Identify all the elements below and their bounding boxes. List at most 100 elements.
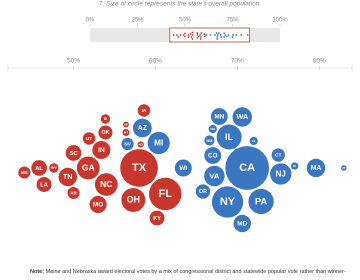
inset-dot [215, 32, 218, 34]
inset-dot [240, 34, 243, 36]
inset-dot [191, 38, 194, 40]
bubble [122, 129, 130, 136]
bubble-label: IN [98, 147, 105, 154]
bubble-label: ND [139, 143, 144, 147]
bubble [204, 147, 222, 164]
bubble-label: NM [207, 139, 213, 143]
bubble-label: OH [127, 195, 140, 205]
bubble-label: AR [70, 191, 77, 196]
bubble [149, 177, 182, 211]
x-tick-label: 50% [67, 58, 80, 65]
inset-dot [177, 36, 180, 38]
bubble-label: IA [142, 108, 147, 113]
inset-dot [179, 34, 182, 36]
inset-dot [184, 32, 186, 35]
inset-dot [227, 34, 230, 36]
bubble [137, 141, 144, 148]
inset-dot [196, 34, 199, 36]
inset-dot [190, 36, 193, 38]
bubble [249, 136, 258, 146]
inset-dot [209, 34, 212, 36]
inset-dot [191, 31, 194, 34]
inset-dot [216, 34, 219, 36]
bubble-label: MA [311, 165, 322, 172]
bubble [306, 158, 326, 178]
bubble [216, 124, 242, 150]
note-label: Note: [30, 269, 44, 275]
bubble-label: OK [102, 130, 110, 136]
bubble-label: AZ [138, 125, 148, 132]
bubble [233, 214, 251, 233]
inset-dot [235, 34, 238, 36]
bubble [65, 145, 82, 161]
inset-dot [232, 34, 234, 36]
inset-dot [187, 34, 190, 36]
bubble-label: VA [209, 171, 220, 180]
bubble-label: OR [199, 189, 207, 195]
inset-dot [231, 36, 234, 38]
bubble-label: WI [179, 165, 187, 172]
inset-dot [196, 37, 199, 39]
bubble-label: MT [124, 131, 128, 135]
inset-dot [200, 36, 202, 38]
bubble [210, 108, 228, 125]
bubble [137, 104, 151, 117]
bubble-label: MO [93, 202, 103, 209]
inset-tick-label: 0% [86, 18, 95, 24]
bubble-label: NJ [276, 169, 286, 178]
bubble [121, 137, 134, 151]
bubble [132, 118, 152, 138]
inset-dot [199, 38, 202, 40]
bubble [121, 188, 146, 212]
inset-dot [191, 34, 194, 36]
bubble [18, 166, 31, 179]
bubble-label: SC [69, 151, 78, 157]
bubble [82, 132, 96, 145]
bubble [341, 165, 347, 171]
bubble [149, 210, 165, 226]
inset-dot [217, 32, 220, 34]
bubble-label: FL [159, 188, 173, 200]
bubble-label: LA [40, 182, 47, 188]
inset-dot [219, 34, 222, 36]
inset-dot [196, 32, 199, 34]
inset-dot [216, 38, 219, 40]
bubble [58, 167, 78, 187]
inset-dot [224, 34, 227, 36]
bubble-label: CT [275, 153, 282, 159]
bubble-label: KY [153, 216, 161, 222]
bubble-label: VT [342, 166, 346, 170]
inset-dot [220, 36, 223, 38]
inset-dot [189, 33, 192, 35]
inset-tick-label: 25% [131, 18, 144, 24]
inset-tick-label: 50% [179, 18, 192, 24]
bubble-label: AL [35, 166, 43, 172]
bubble [100, 114, 111, 124]
bubble-label: MD [237, 221, 247, 228]
bubble-label: ID [104, 117, 108, 121]
inset-dot [216, 36, 219, 38]
bubble [248, 188, 274, 215]
inset-dot [203, 35, 206, 38]
bubble-label: CA [239, 162, 255, 174]
bubble-label: RI [293, 164, 296, 168]
bubble-label: MI [154, 137, 163, 147]
inset-dot [203, 33, 206, 35]
inset-dot [187, 36, 190, 38]
bubble [232, 107, 252, 127]
inset-dot [225, 35, 228, 38]
inset-tick-label: 100% [272, 18, 288, 24]
bubble-label: NC [100, 179, 112, 189]
bubble [270, 163, 292, 185]
inset-dot [223, 36, 226, 38]
bubble [204, 135, 215, 146]
bubble-label: WA [236, 112, 248, 121]
bubble [36, 176, 52, 193]
bubble-label: GA [82, 163, 95, 173]
inset-dot [172, 34, 175, 36]
bubble [211, 186, 244, 218]
bubble [49, 163, 59, 173]
inset-dot [176, 34, 178, 36]
bubble [94, 173, 118, 196]
